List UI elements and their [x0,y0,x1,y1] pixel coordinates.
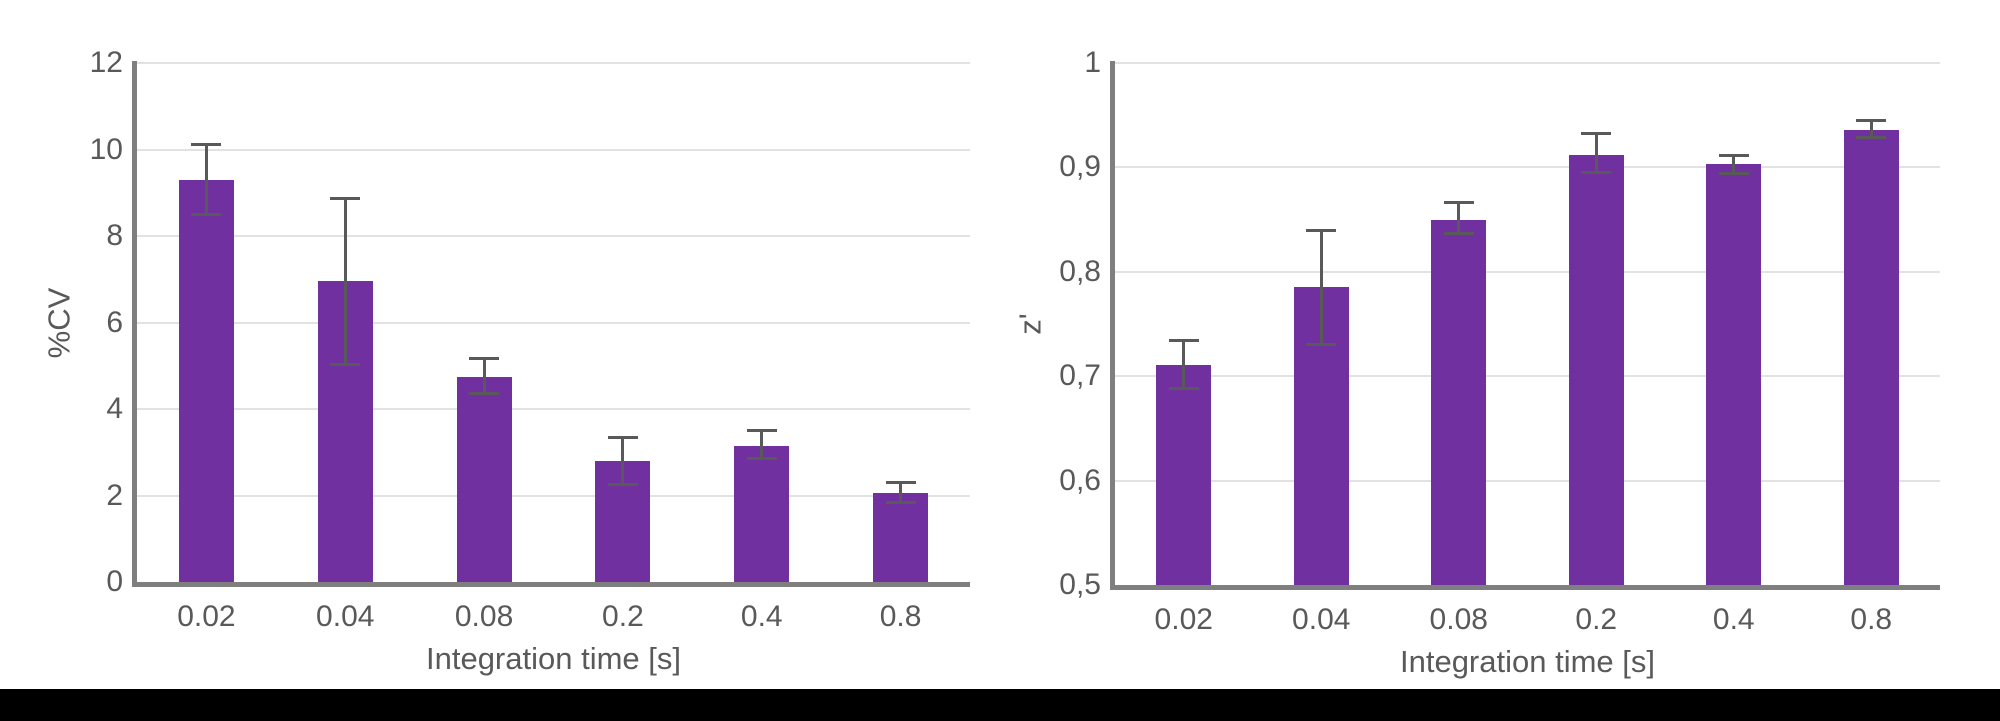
z-prime-y-axis-line [1110,61,1115,587]
error-bar-line [1732,155,1736,173]
z-prime-y-axis-title: z' [1008,63,1054,585]
z-prime-plot-area [1110,61,1940,590]
x-tick-label: 0.2 [1575,603,1618,636]
y-tick-label: 0,8 [1059,254,1101,288]
error-bar-cap-bottom [746,457,777,461]
bar-0.02 [1156,364,1212,585]
y-tick-label: 1 [1084,46,1101,79]
z-prime-x-axis-title: Integration time [s] [1399,644,1655,679]
y-tick-label: 0 [106,565,123,598]
error-bar-cap-bottom [1306,342,1337,346]
y-gridline [1115,62,1940,64]
error-bar-cap-top [191,143,222,147]
y-gridline [137,148,970,151]
cv-plot-area [132,61,970,587]
error-bar-cap-top [746,429,777,433]
error-bar-cap-bottom [607,482,638,486]
x-tick-label: 0.8 [1850,603,1893,636]
z-prime-bar-chart: z' Integration time [s] 0,5 0,6 0,7 0,8 0,9 1… [1000,0,2000,689]
error-bar-cap-top [1443,200,1474,204]
error-bar-line [1594,133,1598,172]
z-prime-x-axis-line [1110,585,1940,590]
error-bar-line [899,482,903,502]
x-tick-label: 0.02 [177,600,236,633]
error-bar-cap-bottom [191,213,222,217]
error-bar-line [1319,231,1323,344]
cv-y-axis-line [132,61,137,584]
y-gridline [137,408,970,410]
y-gridline [137,235,970,237]
error-bar-cap-bottom [1581,170,1612,174]
error-bar-line [1869,121,1873,138]
error-bar-cap-bottom [1443,232,1474,236]
error-bar-cap-top [330,197,361,201]
error-bar-line [760,431,764,459]
y-tick-label: 0,7 [1059,359,1101,393]
y-gridline [137,62,970,64]
y-gridline [1115,479,1940,482]
y-tick-label: 12 [89,46,123,79]
x-tick-label: 0.4 [740,600,783,633]
error-bar-cap-top [1168,338,1199,342]
z-prime-y-axis-title-text: z' [1012,313,1048,335]
y-tick-label: 4 [106,392,123,425]
error-bar-line [204,145,208,215]
error-bar-cap-top [1306,229,1337,233]
bar-0.08 [1431,219,1487,585]
y-tick-label: 0,9 [1059,150,1101,184]
y-gridline [1115,166,1940,169]
footer-black-bar [0,689,2000,721]
bar-0.2 [1568,154,1624,585]
x-tick-label: 0.8 [879,600,922,633]
x-tick-label: 0.04 [316,600,375,633]
y-tick-label: 8 [106,219,123,252]
error-bar-line [1457,202,1461,234]
x-tick-label: 0.4 [1712,603,1755,636]
error-bar-line [343,199,347,364]
error-bar-cap-top [1718,153,1749,157]
error-bar-cap-bottom [330,362,361,366]
error-bar-cap-bottom [885,500,916,504]
y-gridline [137,321,970,324]
bar-0.8 [873,492,929,582]
cv-x-axis-title: Integration time [s] [425,641,681,676]
error-bar-cap-bottom [1168,386,1199,390]
bar-0.8 [1843,129,1899,585]
error-bar-line [1182,340,1186,388]
error-bar-cap-bottom [469,391,500,395]
error-bar-cap-bottom [1718,171,1749,175]
x-tick-label: 0.2 [602,600,644,633]
error-bar-cap-bottom [1856,136,1887,140]
y-tick-label: 6 [106,305,123,339]
y-gridline [137,494,970,497]
y-gridline [1115,270,1940,273]
bar-0.08 [456,376,512,582]
y-gridline [1115,375,1940,378]
y-tick-label: 0,5 [1059,568,1101,601]
error-bar-cap-top [1581,131,1612,135]
x-tick-label: 0.08 [454,600,514,633]
cv-x-axis-line [132,582,970,587]
error-bar-line [482,359,486,393]
y-tick-label: 2 [106,478,123,512]
error-bar-cap-top [469,357,500,361]
error-bar-cap-top [885,480,916,484]
bar-0.4 [734,445,790,582]
bar-0.02 [178,179,234,582]
x-tick-label: 0.04 [1292,603,1351,636]
error-bar-cap-top [1856,119,1887,123]
y-tick-label: 0,6 [1059,463,1101,497]
error-bar-cap-top [607,436,638,440]
cv-bar-chart: %CV Integration time [s] 0 2 4 6 8 10 12 0.02 0.… [0,0,1000,689]
error-bar-line [621,438,625,484]
bar-0.4 [1706,164,1762,585]
x-tick-label: 0.02 [1154,603,1213,636]
y-tick-label: 10 [89,132,123,166]
x-tick-label: 0.08 [1429,603,1488,636]
